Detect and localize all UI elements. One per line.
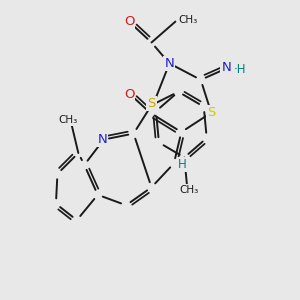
Text: CH₃: CH₃ xyxy=(179,185,198,195)
Text: S: S xyxy=(207,106,215,119)
Text: N: N xyxy=(221,61,231,74)
Text: O: O xyxy=(124,88,134,101)
Text: CH₃: CH₃ xyxy=(59,115,78,125)
Text: CH₃: CH₃ xyxy=(178,15,198,25)
Text: H: H xyxy=(178,158,187,171)
Text: ·H: ·H xyxy=(234,63,246,76)
Text: N: N xyxy=(164,57,174,70)
Text: N: N xyxy=(97,133,107,146)
Text: S: S xyxy=(147,97,156,110)
Text: O: O xyxy=(124,15,134,28)
